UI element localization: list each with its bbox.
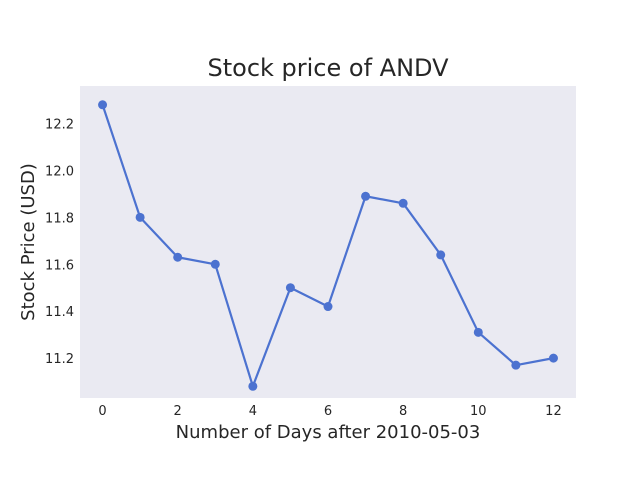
data-point [285, 283, 295, 293]
x-tick-label: 0 [98, 404, 106, 419]
data-point [436, 250, 446, 260]
y-tick-label: 11.8 [45, 211, 74, 226]
y-tick-label: 11.6 [45, 258, 74, 273]
x-tick-label: 12 [545, 404, 562, 419]
data-series [98, 100, 558, 391]
data-point [135, 212, 145, 222]
data-point [98, 100, 108, 110]
data-point [473, 327, 483, 337]
y-axis-label: Stock Price (USD) [18, 163, 39, 321]
x-tick-label: 8 [399, 404, 407, 419]
data-point [323, 302, 333, 312]
y-tick-labels: 11.2 11.4 11.6 11.8 12.0 12.2 [45, 118, 74, 368]
data-point [248, 381, 258, 391]
x-tick-labels: 0 2 4 6 8 10 12 [98, 404, 561, 419]
y-tick-label: 12.0 [45, 164, 74, 179]
data-point [511, 360, 521, 370]
y-tick-label: 11.2 [45, 352, 74, 367]
chart-title: Stock price of ANDV [207, 54, 449, 82]
data-point [210, 259, 220, 269]
x-tick-label: 4 [249, 404, 257, 419]
y-tick-label: 12.2 [45, 118, 74, 133]
data-point [361, 191, 371, 201]
x-tick-label: 6 [324, 404, 332, 419]
data-point [548, 353, 558, 363]
data-point [398, 198, 408, 208]
data-point [173, 252, 183, 262]
x-tick-label: 10 [470, 404, 487, 419]
y-tick-label: 11.4 [45, 305, 74, 320]
x-axis-label: Number of Days after 2010-05-03 [176, 422, 481, 443]
x-tick-label: 2 [174, 404, 182, 419]
plot-area [80, 86, 576, 398]
